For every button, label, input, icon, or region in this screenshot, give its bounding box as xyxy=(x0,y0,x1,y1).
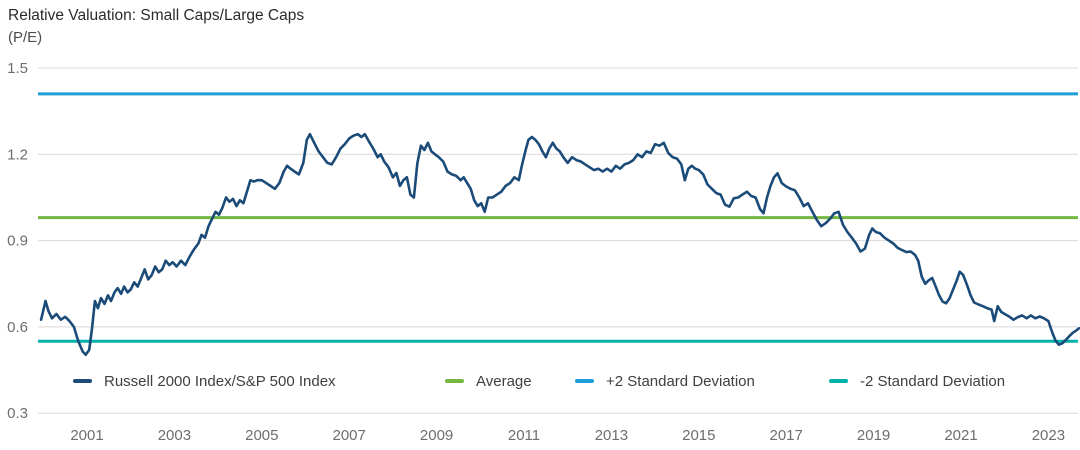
legend-swatch-icon xyxy=(575,379,594,383)
x-axis-tick-label: 2013 xyxy=(595,427,628,444)
legend-label: +2 Standard Deviation xyxy=(606,372,755,390)
x-axis-tick-label: 2017 xyxy=(770,427,803,444)
chart-legend: Russell 2000 Index/S&P 500 Index Average +… xyxy=(0,371,1080,391)
legend-item-russell-2000-index-s-p-500-index: Russell 2000 Index/S&P 500 Index xyxy=(73,371,336,391)
y-axis-tick-label: 1.5 xyxy=(7,60,28,77)
chart-subtitle: (P/E) xyxy=(8,29,43,46)
x-axis-tick-label: 2021 xyxy=(944,427,977,444)
x-axis-tick-label: 2001 xyxy=(70,427,103,444)
y-axis-tick-label: 1.2 xyxy=(7,146,28,163)
y-axis-tick-label: 0.3 xyxy=(7,405,28,422)
chart-title: Relative Valuation: Small Caps/Large Cap… xyxy=(8,7,305,24)
x-axis-tick-label: 2009 xyxy=(420,427,453,444)
y-axis-tick-label: 0.6 xyxy=(7,319,28,336)
legend-item--2-standard-deviation: +2 Standard Deviation xyxy=(575,371,755,391)
x-axis-tick-label: 2011 xyxy=(508,427,540,444)
legend-label: Russell 2000 Index/S&P 500 Index xyxy=(104,372,336,390)
legend-swatch-icon xyxy=(829,379,848,383)
y-axis-tick-label: 0.9 xyxy=(7,233,28,250)
legend-item--2-standard-deviation: -2 Standard Deviation xyxy=(829,371,1005,391)
legend-swatch-icon xyxy=(73,379,92,383)
legend-swatch-icon xyxy=(445,379,464,383)
x-axis-tick-label: 2019 xyxy=(857,427,890,444)
x-axis-tick-label: 2015 xyxy=(682,427,715,444)
legend-label: -2 Standard Deviation xyxy=(860,372,1006,390)
x-axis-tick-label: 2003 xyxy=(158,427,191,444)
x-axis-tick-label: 2007 xyxy=(333,427,366,444)
series-line-russell-2000-sp500 xyxy=(39,132,1080,357)
x-axis-tick-label: 2023 xyxy=(1032,427,1065,444)
x-axis-tick-label: 2005 xyxy=(245,427,278,444)
legend-item-average: Average xyxy=(445,371,532,391)
legend-label: Average xyxy=(476,372,532,390)
